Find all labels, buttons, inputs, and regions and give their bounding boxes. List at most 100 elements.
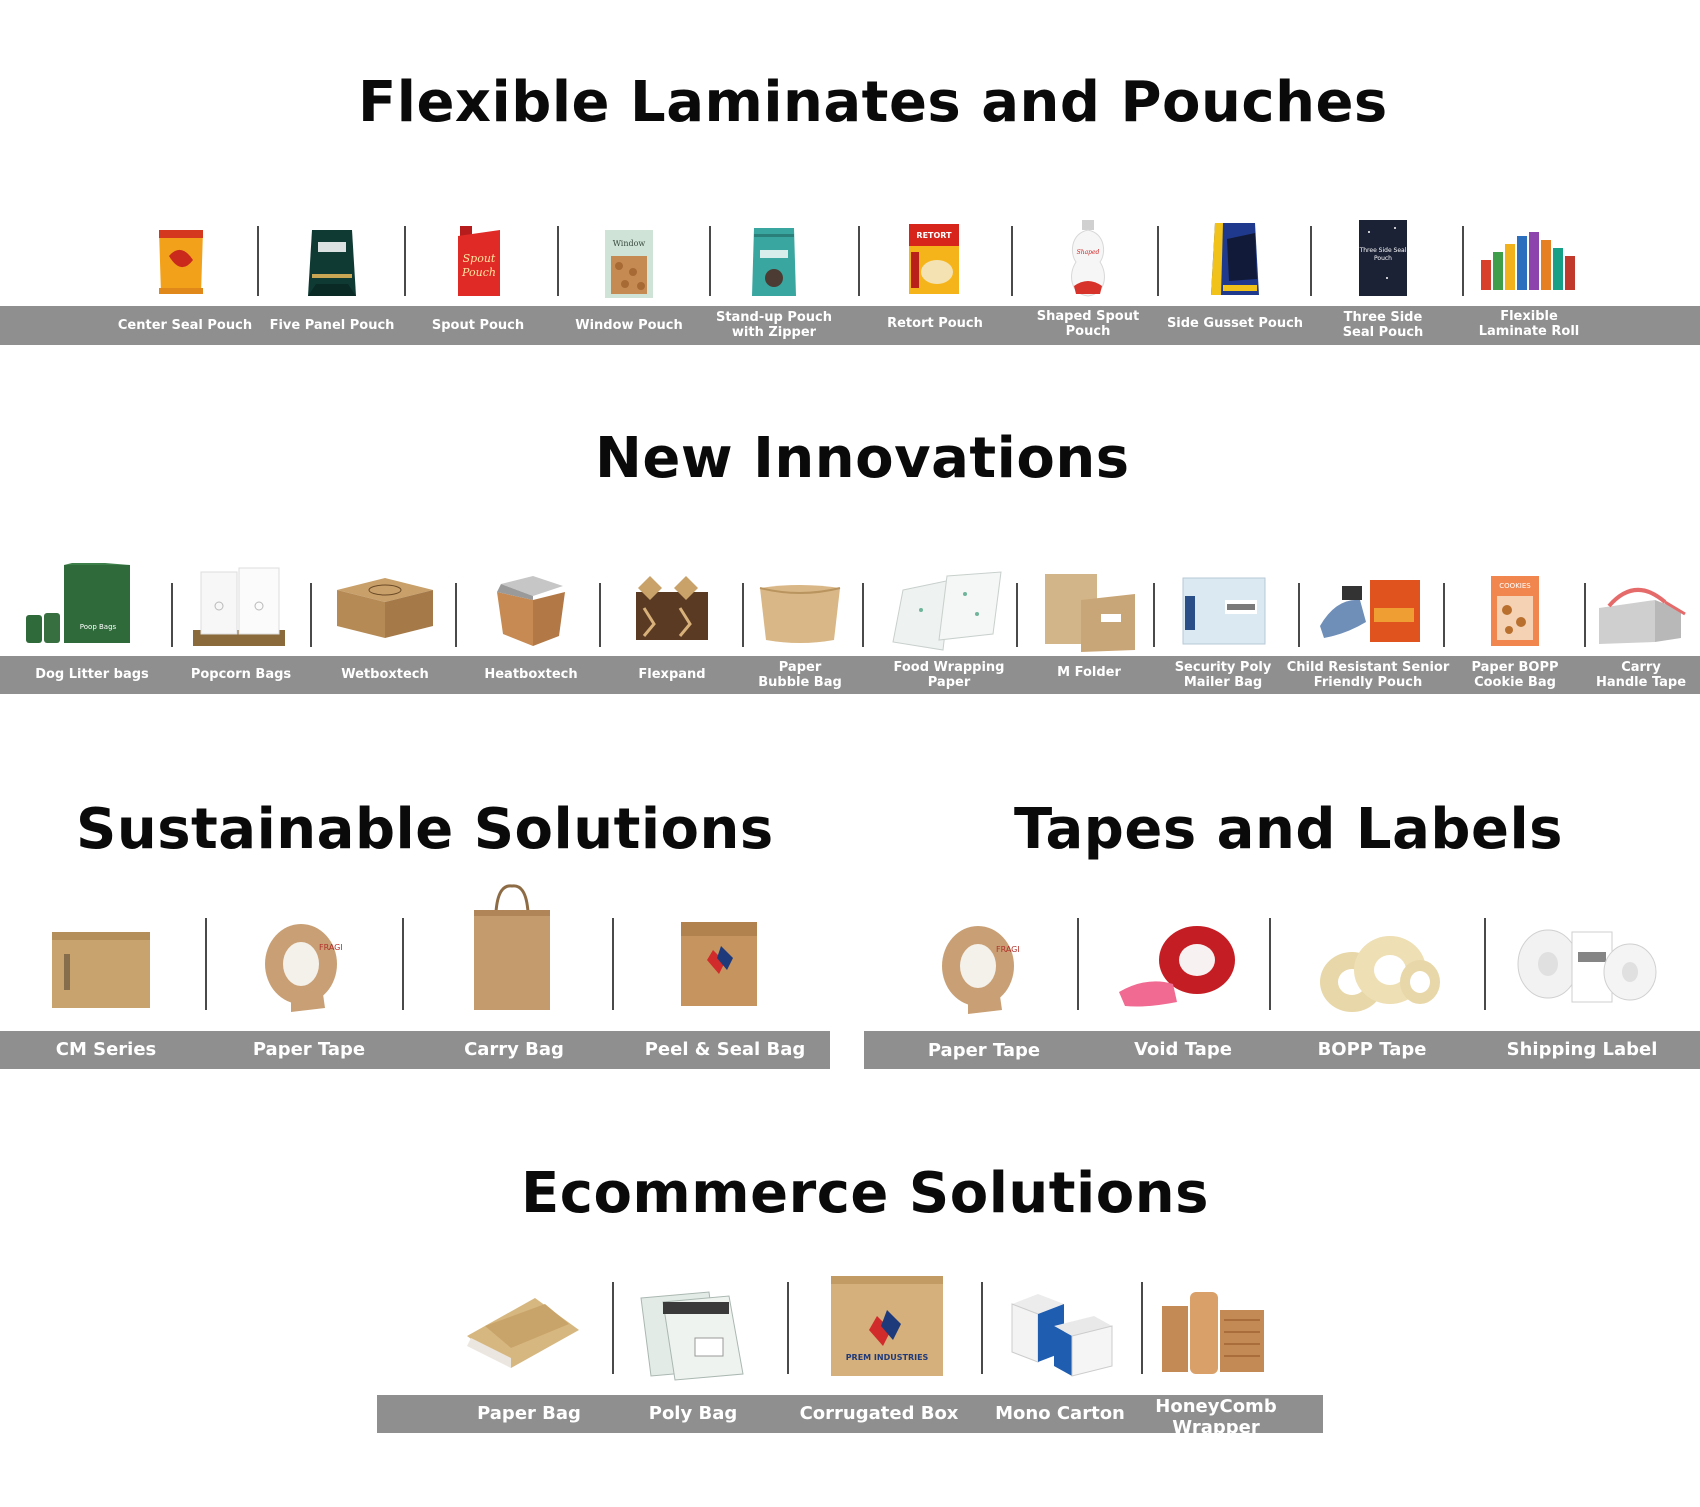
product-label: Spout Pouch — [431, 318, 525, 333]
svg-text:Pouch: Pouch — [461, 266, 496, 279]
separator — [404, 226, 406, 296]
separator — [787, 1282, 789, 1374]
separator — [1157, 226, 1159, 296]
product-label: Mono Carton — [995, 1403, 1125, 1424]
separator — [1484, 918, 1486, 1010]
bopp-tape-icon — [1316, 932, 1444, 1014]
shipping-label-icon — [1512, 922, 1662, 1004]
three-side-seal-pouch-icon: Three Side Seal Pouch — [1357, 218, 1409, 298]
popcorn-bags-icon — [191, 566, 287, 648]
section-title-ecommerce: Ecommerce Solutions — [521, 1161, 1209, 1226]
svg-text:Shaped: Shaped — [1077, 249, 1100, 256]
category-band-tapes — [864, 1031, 1700, 1069]
product-label: Three Side Seal Pouch — [1342, 310, 1424, 340]
product-label: Center Seal Pouch — [117, 318, 253, 333]
separator — [599, 583, 601, 647]
retort-pouch-icon: RETORT — [907, 222, 961, 296]
svg-text:RETORT: RETORT — [916, 231, 952, 240]
separator — [1269, 918, 1271, 1010]
paper-tape-icon: FRAGILE — [938, 922, 1020, 1016]
separator — [310, 583, 312, 647]
product-label: Child Resistant Senior Friendly Pouch — [1286, 660, 1450, 690]
product-label: Popcorn Bags — [190, 667, 292, 682]
section-title-tapes: Tapes and Labels — [1014, 797, 1563, 862]
security-mailer-icon — [1181, 576, 1267, 646]
separator — [171, 583, 173, 647]
carry-bag-icon — [472, 884, 552, 1012]
product-label: Paper Bag — [477, 1403, 581, 1424]
product-label: Heatboxtech — [484, 667, 578, 682]
separator — [858, 226, 860, 296]
svg-text:Spout: Spout — [463, 252, 496, 265]
cm-series-icon — [50, 930, 152, 1010]
product-label: Side Gusset Pouch — [1166, 316, 1304, 331]
section-title-sustainable: Sustainable Solutions — [76, 797, 774, 862]
five-panel-pouch-icon — [306, 224, 358, 300]
window-pouch-icon: Window — [603, 228, 655, 300]
product-label: CM Series — [55, 1039, 157, 1060]
food-wrapping-paper-icon — [891, 570, 1003, 652]
product-label: Flexpand — [638, 667, 706, 682]
svg-text:Window: Window — [613, 239, 646, 248]
shaped-spout-pouch-icon: Shaped — [1066, 218, 1110, 298]
separator — [402, 918, 404, 1010]
product-label: Paper BOPP Cookie Bag — [1471, 660, 1559, 690]
product-label: BOPP Tape — [1317, 1039, 1427, 1060]
separator — [1298, 583, 1300, 647]
product-label: Shaped Spout Pouch — [1036, 309, 1140, 339]
separator — [1153, 583, 1155, 647]
heatboxtech-icon — [493, 574, 569, 648]
separator — [981, 1282, 983, 1374]
m-folder-icon — [1041, 570, 1137, 654]
product-label: M Folder — [1057, 665, 1121, 680]
separator — [1141, 1282, 1143, 1374]
svg-text:Poop Bags: Poop Bags — [80, 623, 117, 631]
svg-text:Three Side Seal: Three Side Seal — [1359, 247, 1407, 254]
product-label: Carry Handle Tape — [1595, 660, 1687, 690]
category-band-flexible — [0, 306, 1700, 345]
category-band-innovations — [0, 656, 1700, 694]
separator — [1584, 583, 1586, 647]
product-label: Window Pouch — [575, 318, 683, 333]
separator — [742, 583, 744, 647]
product-label: Carry Bag — [464, 1039, 564, 1060]
product-label: Flexible Laminate Roll — [1478, 309, 1580, 339]
svg-text:PREM INDUSTRIES: PREM INDUSTRIES — [846, 1353, 929, 1362]
svg-text:FRAGILE: FRAGILE — [319, 943, 343, 952]
separator — [205, 918, 207, 1010]
product-label: Corrugated Box — [799, 1403, 959, 1424]
peel-seal-bag-icon — [679, 920, 759, 1008]
product-label: HoneyComb Wrapper — [1155, 1396, 1277, 1438]
cookie-bag-icon: COOKIES — [1489, 574, 1541, 648]
product-label: Retort Pouch — [887, 316, 983, 331]
separator — [612, 1282, 614, 1374]
child-resistant-pouch-icon — [1316, 578, 1424, 646]
side-gusset-pouch-icon — [1209, 219, 1261, 297]
product-label: Paper Tape — [252, 1039, 366, 1060]
separator — [862, 583, 864, 647]
separator — [1016, 583, 1018, 647]
carry-handle-tape-icon — [1595, 580, 1687, 646]
separator — [1443, 583, 1445, 647]
product-label: Peel & Seal Bag — [644, 1039, 806, 1060]
paper-bag-icon — [465, 1296, 581, 1370]
product-label: Poly Bag — [648, 1403, 738, 1424]
wetboxtech-icon — [335, 576, 435, 640]
spout-pouch-icon: Spout Pouch — [454, 222, 504, 300]
product-label: Food Wrapping Paper — [893, 660, 1005, 690]
paper-bubble-bag-icon — [758, 584, 842, 646]
separator — [455, 583, 457, 647]
svg-text:FRAGILE: FRAGILE — [996, 945, 1020, 954]
honeycomb-wrapper-icon — [1160, 1290, 1266, 1376]
product-label: Shipping Label — [1506, 1039, 1658, 1060]
product-label: Dog Litter bags — [35, 667, 149, 682]
separator — [1077, 918, 1079, 1010]
category-band-ecommerce — [377, 1395, 1323, 1433]
laminate-roll-icon — [1479, 230, 1583, 292]
void-tape-icon — [1117, 922, 1247, 1008]
separator — [709, 226, 711, 296]
mono-carton-icon — [1010, 1292, 1114, 1378]
section-title-innovations: New Innovations — [595, 426, 1130, 491]
separator — [257, 226, 259, 296]
separator — [1011, 226, 1013, 296]
